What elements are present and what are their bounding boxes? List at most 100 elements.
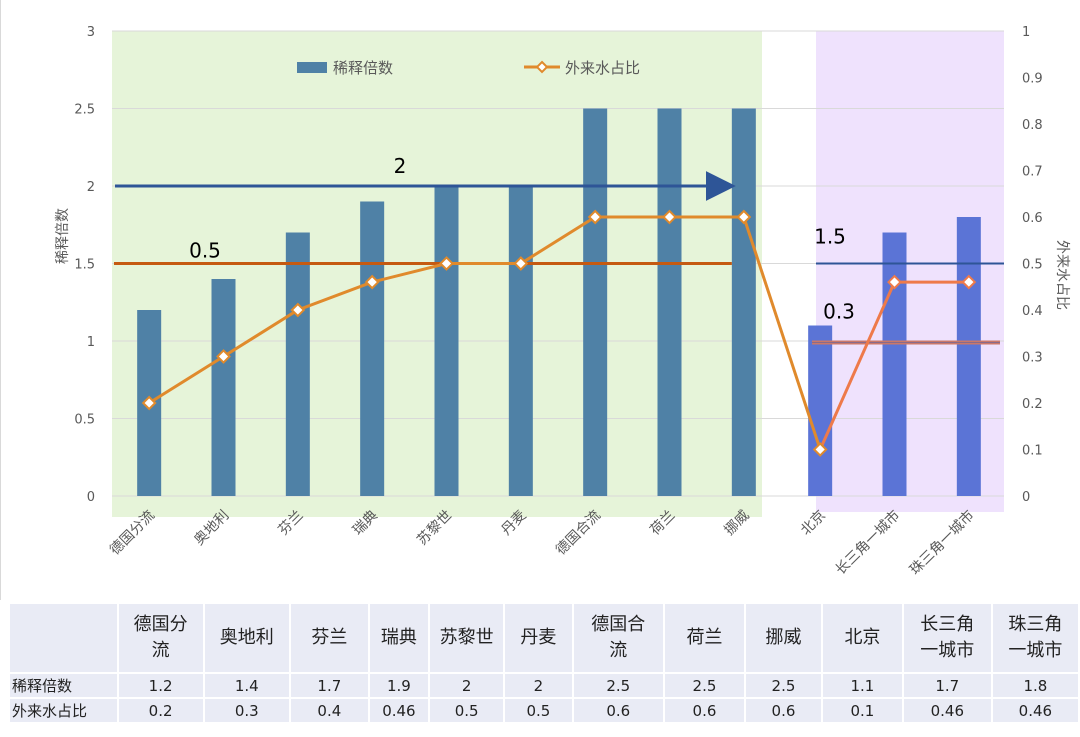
table-cell: 苏黎世 [427, 602, 506, 674]
table-cell: 0.2 [116, 697, 205, 724]
data-table: 德国分流奥地利 芬兰 瑞典 苏黎世 丹麦 德国合流荷兰 挪威 北京 长三角 一城市 珠三角 一城市 稀释… [8, 602, 1080, 724]
table-cell: 1.9 [367, 672, 430, 699]
table-cell: 0.3 [202, 697, 291, 724]
y2-tick-label: 0.7 [1022, 165, 1043, 180]
y2-tick-label: 0.2 [1022, 397, 1043, 412]
table-cell: 瑞典 [367, 602, 430, 674]
table-cell: 长三角 一城市 [901, 602, 993, 674]
table-cell: 0.46 [367, 697, 430, 724]
bar [583, 108, 608, 496]
x-tick-label: 北京 [798, 508, 829, 539]
line-point [887, 274, 902, 290]
line-point [216, 349, 231, 364]
legend-line-label: 外来水占比 [565, 59, 640, 77]
table-cell: 奥地利 [202, 602, 291, 674]
table-cell: 1.7 [288, 672, 370, 699]
bar-series [137, 108, 981, 496]
table-cell: 北京 [821, 602, 904, 674]
table-cell: 2.5 [743, 672, 824, 699]
table-cell: 0.46 [990, 697, 1080, 724]
table-cell: 0.5 [427, 697, 506, 724]
y2-tick-label: 1 [1022, 25, 1030, 40]
y2-tick-label: 0.4 [1022, 304, 1043, 319]
line-series [141, 209, 977, 457]
table-cell: 2.5 [571, 672, 666, 699]
legend-bar-swatch [297, 62, 327, 73]
y2-tick-label: 0.6 [1022, 211, 1043, 226]
bar [285, 232, 310, 496]
table-cell: 2 [503, 672, 574, 699]
y-tick-label: 1 [87, 335, 95, 350]
table-cell: 1.8 [990, 672, 1080, 699]
legend-bar-label: 稀释倍数 [333, 59, 393, 77]
table-row-label [8, 602, 119, 674]
y2-tick-label: 0.1 [1022, 444, 1043, 459]
line-point [812, 442, 828, 457]
y2-tick-label: 0.5 [1022, 258, 1043, 273]
line-point [141, 395, 157, 411]
line-point [439, 256, 454, 271]
table-cell: 1.1 [821, 672, 904, 699]
y2-tick-label: 0.3 [1022, 351, 1043, 366]
table-cell: 0.6 [743, 697, 824, 724]
bar [808, 325, 833, 496]
table-row-label: 外来水占比 [8, 697, 119, 724]
bar [956, 217, 981, 496]
axis-ticks: 0 0.5 1 1.5 2 2.5 3 0 0.1 0.2 0.3 0.4 0.5 0.6 0.7 0.8 0.… [74, 25, 1042, 505]
table-cell: 德国分流 [116, 602, 205, 674]
table-cell: 荷兰 [663, 602, 746, 674]
line-point [513, 256, 529, 271]
table-cell: 德国合流 [571, 602, 666, 674]
annotations: 2 0.5 1.5 0.3 [189, 154, 855, 324]
table-cell: 0.6 [571, 697, 666, 724]
table-cell: 芬兰 [288, 602, 370, 674]
y2-tick-label: 0.9 [1022, 72, 1043, 87]
table-cell: 挪威 [743, 602, 824, 674]
table-row: 稀释倍数 1.2 1.4 1.7 1.9 2 2 2.5 2.5 2.5 1.1 1.7 1.8 [8, 672, 1080, 699]
y2-tick-label: 0 [1022, 490, 1030, 505]
legend: 稀释倍数 外来水占比 [297, 59, 640, 77]
table-cell: 0.6 [663, 697, 746, 724]
bar [731, 108, 756, 496]
y-tick-label: 0 [87, 490, 95, 505]
line-point [961, 274, 977, 290]
y-tick-label: 2 [87, 180, 95, 195]
y-axis-title: 稀释倍数 [55, 208, 71, 264]
line-point [736, 209, 752, 225]
y-tick-label: 0.5 [74, 413, 95, 428]
category-labels: 德国分流 奥地利 芬兰 瑞典 苏黎世 丹麦 德国合流 荷兰 挪威 北京 长三角一城市 珠三角一城市 [107, 507, 978, 578]
reference-lines [114, 171, 1004, 345]
table-cell: 1.2 [116, 672, 205, 699]
y2-tick-label: 0.8 [1022, 118, 1043, 133]
line-segment [148, 215, 822, 450]
table-cell: 0.4 [288, 697, 370, 724]
bar [657, 108, 682, 496]
table-cell: 2 [427, 672, 506, 699]
legend-line-marker [535, 60, 549, 74]
y-tick-label: 3 [87, 25, 95, 40]
annotation-label: 1.5 [814, 225, 846, 249]
line-point [290, 302, 306, 318]
x-tick-label: 珠三角一城市 [906, 507, 977, 578]
combo-chart: 0 0.5 1 1.5 2 2.5 3 0 0.1 0.2 0.3 0.4 0.5 0.6 0.7 0.8 0.… [55, 25, 1070, 578]
table-cell: 珠三角 一城市 [990, 602, 1080, 674]
annotation-label: 2 [394, 154, 407, 178]
table-row: 外来水占比 0.2 0.3 0.4 0.46 0.5 0.5 0.6 0.6 0.6 0.1 0.46… [8, 697, 1080, 724]
table-cell: 丹麦 [503, 602, 574, 674]
y-tick-label: 2.5 [74, 103, 95, 118]
bar [882, 232, 907, 496]
frame-border [0, 0, 1, 600]
table-cell: 1.4 [202, 672, 291, 699]
table-cell: 1.7 [901, 672, 993, 699]
line-point [587, 209, 603, 225]
table-cell: 0.5 [503, 697, 574, 724]
table-cell: 0.46 [901, 697, 993, 724]
line-point [662, 209, 677, 225]
y-tick-label: 1.5 [74, 258, 95, 273]
bar [211, 279, 236, 496]
table-cell: 2.5 [663, 672, 746, 699]
table-cell: 0.1 [821, 697, 904, 724]
x-tick-label: 长三角一城市 [832, 507, 903, 578]
line-point [364, 274, 380, 290]
bar [508, 186, 533, 496]
